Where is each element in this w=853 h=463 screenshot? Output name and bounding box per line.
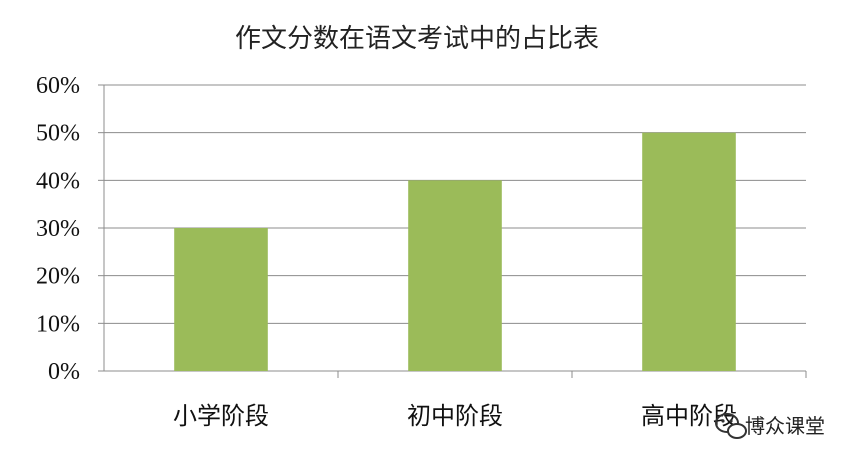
y-tick-label: 0% [48,359,80,385]
y-tick-label: 20% [36,264,80,290]
watermark: 博众课堂 [715,413,825,439]
x-category-label: 高中阶段 [641,402,737,430]
x-category-labels: 小学阶段 初中阶段 高中阶段 [173,402,737,430]
y-tick-label: 40% [36,168,80,194]
chart-title: 作文分数在语文考试中的占比表 [235,24,599,54]
y-tick-label: 50% [36,121,80,147]
wechat-icon [715,413,747,439]
bar [642,132,736,371]
y-tick-label: 30% [36,216,80,242]
watermark-text: 博众课堂 [745,414,825,438]
x-category-label: 初中阶段 [407,402,503,430]
bar [174,228,268,371]
x-category-label: 小学阶段 [173,402,269,430]
bar [408,180,502,371]
y-tick-label: 10% [36,311,80,337]
y-tick-labels: 0% 10% 20% 30% 40% 50% 60% [36,73,80,385]
y-tick-label: 60% [36,73,80,99]
bars [174,132,736,371]
